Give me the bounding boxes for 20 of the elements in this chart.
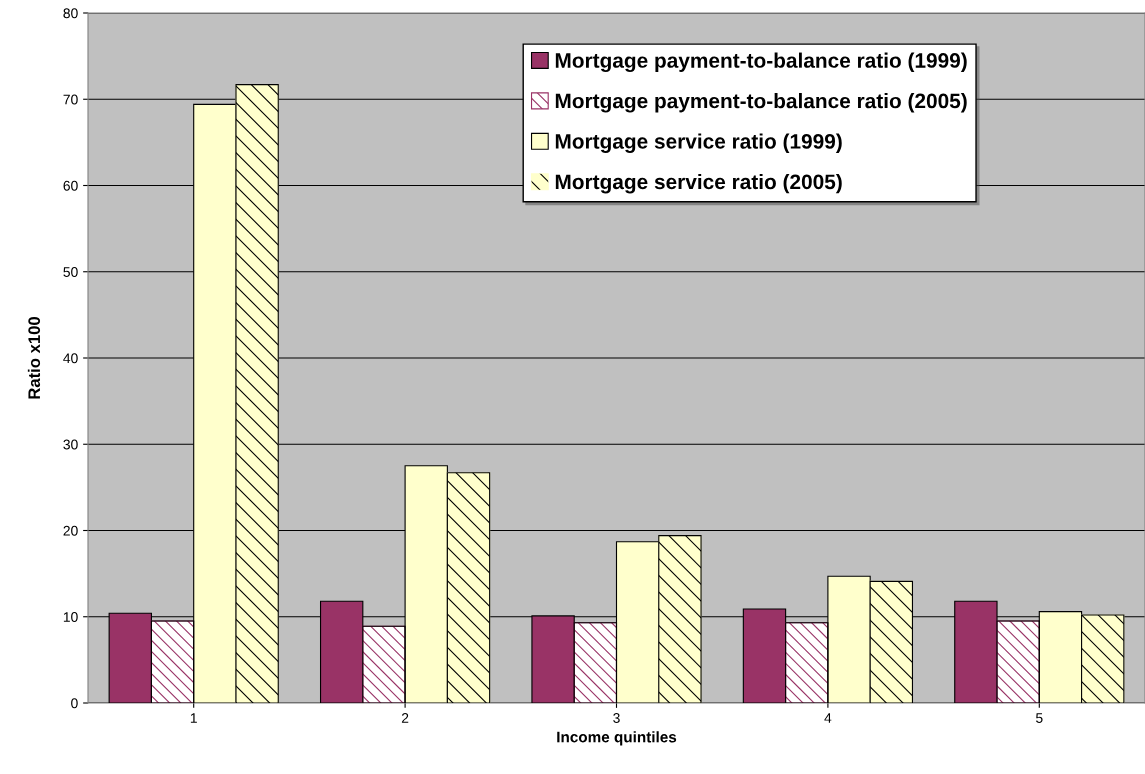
y-tick-label: 0 [71,698,78,709]
y-tick-label: 50 [63,267,78,277]
legend-label: Mortgage payment-to-balance ratio (1999) [555,52,967,73]
x-tick-label: 5 [1035,713,1043,723]
legend-label: Mortgage payment-to-balance ratio (2005) [555,93,967,113]
x-tick-label: 1 [190,713,197,723]
y-axis-title: Ratio x100 [27,316,41,399]
legend-label: Mortgage service ratio (2005) [555,173,842,194]
y-tick-label: 30 [63,439,78,450]
x-axis-title: Income quintiles [557,731,677,746]
y-tick-label: 20 [63,525,78,536]
x-tick-label: 2 [401,713,409,723]
legend-label: Mortgage service ratio (1999) [555,133,842,153]
y-tick-label: 60 [63,180,78,191]
y-tick-label: 80 [63,8,78,19]
x-tick-label: 3 [613,713,620,723]
y-tick-label: 40 [63,353,78,364]
x-tick-label: 4 [824,713,832,723]
y-tick-label: 10 [63,612,78,622]
y-tick-label: 70 [63,94,78,105]
